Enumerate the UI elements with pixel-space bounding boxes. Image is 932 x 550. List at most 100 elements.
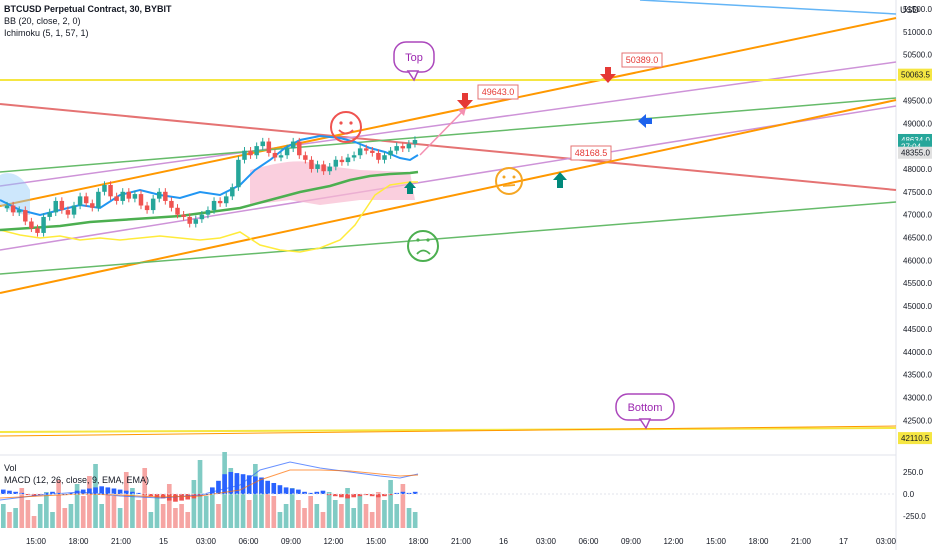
symbol-title[interactable]: BTCUSD Perpetual Contract, 30, BYBIT <box>4 4 172 14</box>
macd-histogram-bar <box>210 487 215 494</box>
orange-trendline-lower[interactable] <box>0 99 897 294</box>
candle-body <box>175 207 180 215</box>
support-orange-line[interactable] <box>0 425 897 437</box>
time-tick-label: 15 <box>159 537 168 546</box>
macd-histogram-bar <box>369 494 375 497</box>
volume-bar <box>19 488 25 528</box>
bb-legend[interactable]: BB (20, close, 2, 0) <box>4 16 81 26</box>
candle-body <box>132 194 138 199</box>
candle-body <box>65 210 71 215</box>
projection-arrow <box>419 107 467 156</box>
candle-body <box>169 200 174 208</box>
blue-trendline[interactable] <box>639 0 897 15</box>
macd-histogram-bar <box>136 492 141 494</box>
volume-bar <box>296 500 301 528</box>
volume-bar <box>400 484 406 528</box>
macd-histogram-bar <box>80 489 86 494</box>
axis-price-tag-text: 50063.5 <box>901 71 930 80</box>
time-tick-label: 03:00 <box>876 537 897 546</box>
time-tick-label: 16 <box>499 537 508 546</box>
volume-bar <box>62 508 68 528</box>
up-arrow-marker <box>553 172 567 188</box>
axis-price-tag: 48355.0 <box>898 146 932 159</box>
axis-price-tag: 42110.5 <box>898 432 932 445</box>
macd-histogram-bar <box>179 494 184 501</box>
up-arrow-marker-2 <box>404 181 416 194</box>
time-tick-label: 12:00 <box>323 537 344 546</box>
baseline-line <box>0 170 419 232</box>
candle-body <box>217 200 223 204</box>
projection-arrowhead <box>458 108 466 116</box>
green-trendline-upper[interactable] <box>0 97 897 173</box>
violet-trendline-upper[interactable] <box>0 61 897 187</box>
macd-histogram-bar <box>87 488 92 494</box>
volume-bar <box>136 500 141 528</box>
candle-body <box>144 205 150 211</box>
volume-bar <box>37 504 43 528</box>
time-tick-label: 18:00 <box>408 537 429 546</box>
time-tick-label: 06:00 <box>578 537 599 546</box>
candle-body <box>248 150 253 156</box>
macd-histogram-bar <box>13 491 18 494</box>
price-tag-50389[interactable]: 50389.0 <box>621 52 663 68</box>
volume-bar <box>375 492 381 528</box>
macd-histogram-bar <box>19 492 25 494</box>
macd-histogram-bar <box>412 491 418 494</box>
volume-bar <box>13 508 18 528</box>
candle-body <box>400 146 406 149</box>
volume-bar <box>203 496 209 528</box>
candle-body <box>278 155 284 158</box>
macd-histogram-bar <box>296 489 301 494</box>
price-tick-label: 44500.0 <box>903 325 932 334</box>
top-callout[interactable]: Top <box>393 41 435 82</box>
candle-body <box>351 155 357 158</box>
price-tag-48168[interactable]: 48168.5 <box>570 145 612 161</box>
candle-body <box>382 155 387 160</box>
macd-histogram-bar <box>277 485 283 494</box>
violet-trendline-lower[interactable] <box>0 105 897 251</box>
orange-trendline-upper[interactable] <box>0 17 897 207</box>
price-tag-49643[interactable]: 49643.0 <box>477 84 519 100</box>
candle-body <box>242 150 247 160</box>
macd-histogram-bar <box>228 472 234 494</box>
candle-body <box>303 155 308 160</box>
candle-body <box>108 184 113 197</box>
macd-histogram-bar <box>93 487 98 494</box>
candle-body <box>364 148 369 151</box>
price-tick-label: 48000.0 <box>903 165 932 174</box>
candle-body <box>10 205 16 213</box>
macd-histogram-bar <box>216 480 221 494</box>
ichimoku-legend[interactable]: Ichimoku (5, 1, 57, 1) <box>4 28 89 38</box>
time-tick-label: 18:00 <box>68 537 89 546</box>
support-line[interactable] <box>0 427 897 433</box>
price-tick-label: 43000.0 <box>903 393 932 402</box>
macd-histogram-bar <box>302 491 307 494</box>
candle-body <box>321 164 326 172</box>
price-axis[interactable]: 51500.051000.050500.050000.049500.049000… <box>903 5 932 425</box>
candle-body <box>71 205 77 215</box>
volume-bar <box>173 508 178 528</box>
macd-legend[interactable]: MACD (12, 26, close, 9, EMA, EMA) <box>4 475 150 485</box>
candle-body <box>41 216 46 233</box>
candle-body <box>199 214 205 220</box>
candle-body <box>327 166 332 172</box>
green-trendline-lower[interactable] <box>0 201 897 275</box>
volume-legend[interactable]: Vol <box>4 463 17 473</box>
candle-body <box>53 200 58 213</box>
volume-bar <box>44 492 49 528</box>
time-tick-label: 09:00 <box>621 537 642 546</box>
price-tick-label: 44000.0 <box>903 348 932 357</box>
candle-body <box>230 187 235 197</box>
volume-bar <box>179 504 184 528</box>
price-tick-label: 47000.0 <box>903 211 932 220</box>
red-trendline[interactable] <box>0 103 897 191</box>
price-tick-label: 49000.0 <box>903 119 932 128</box>
macd-histogram-bar <box>111 488 117 494</box>
volume-bar <box>216 504 221 528</box>
neutral-face-icon <box>495 167 523 195</box>
time-axis[interactable]: 15:00 18:00 21:00 15 03:00 06:00 09:00 12:00 15:… <box>26 537 897 546</box>
bottom-callout[interactable]: Bottom <box>615 393 675 430</box>
volume-bar <box>80 496 86 528</box>
